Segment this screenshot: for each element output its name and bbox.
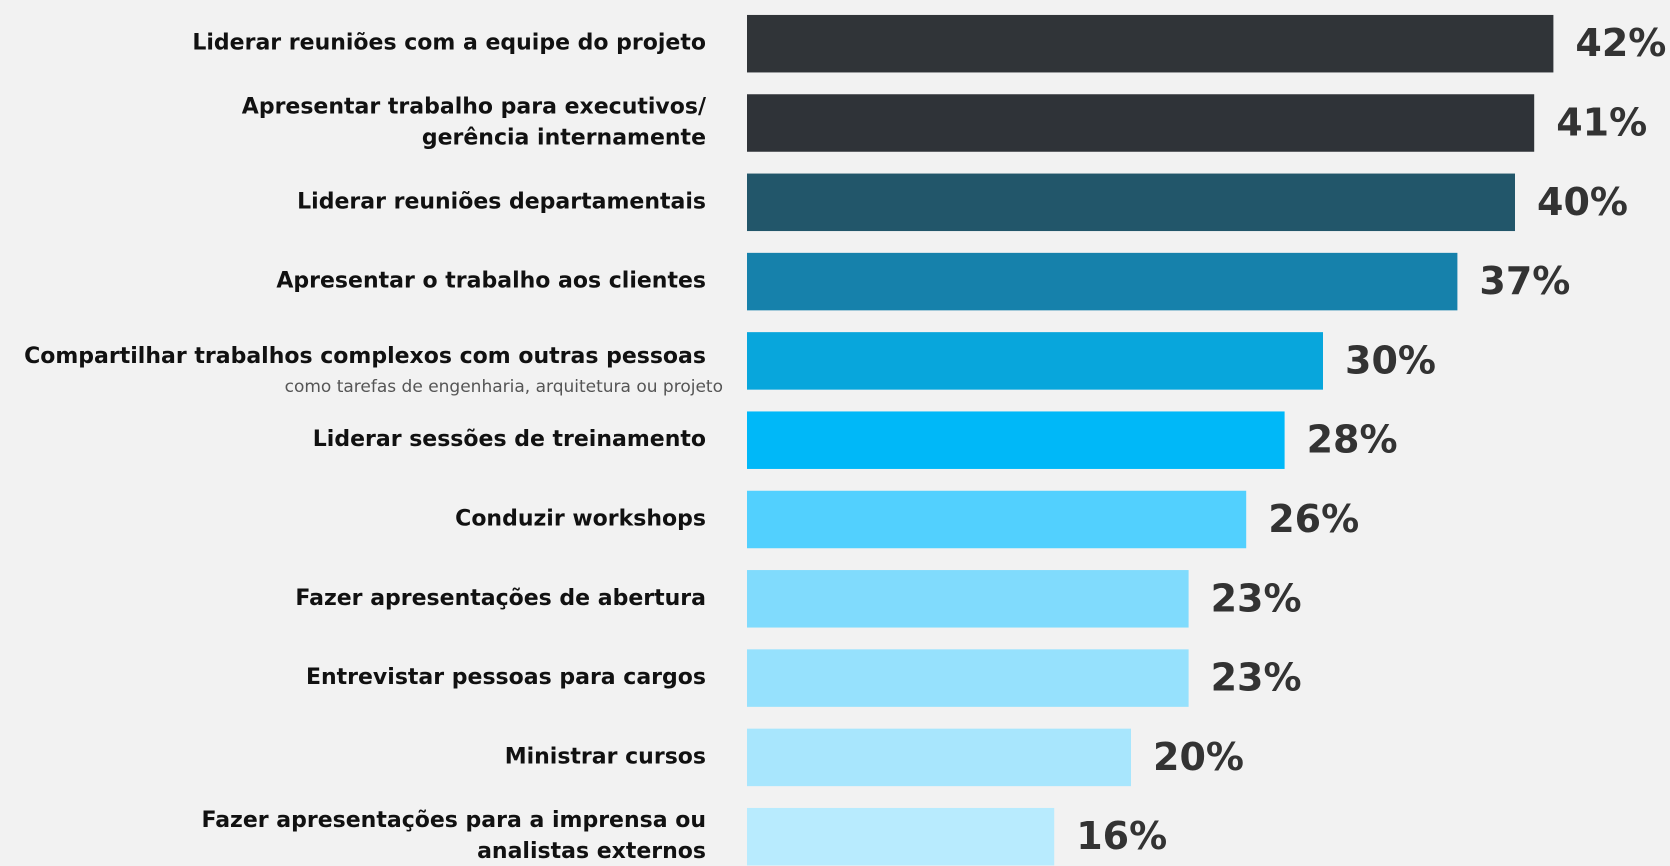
bar bbox=[747, 570, 1189, 628]
bar bbox=[747, 490, 1247, 549]
category-label: gerência internamente bbox=[422, 126, 706, 151]
bar bbox=[747, 14, 1554, 73]
category-label: Conduzir workshops bbox=[455, 507, 706, 532]
category-label: Ministrar cursos bbox=[505, 744, 706, 769]
category-label: Liderar reuniões com a equipe do projeto bbox=[192, 31, 706, 56]
value-label: 28% bbox=[1307, 418, 1398, 462]
category-note: como tarefas de engenharia, arquitetura … bbox=[285, 377, 723, 397]
category-label: Compartilhar trabalhos complexos com out… bbox=[24, 344, 706, 369]
value-label: 37% bbox=[1479, 259, 1570, 303]
value-label: 23% bbox=[1211, 656, 1302, 700]
value-label: 23% bbox=[1211, 576, 1302, 620]
bar bbox=[747, 728, 1131, 787]
category-label: Apresentar trabalho para executivos/ bbox=[242, 95, 707, 120]
bar bbox=[747, 252, 1458, 311]
value-label: 30% bbox=[1345, 338, 1436, 382]
value-label: 40% bbox=[1537, 180, 1628, 224]
bar bbox=[747, 332, 1323, 390]
category-label: Liderar reuniões departamentais bbox=[297, 189, 706, 214]
category-label: Entrevistar pessoas para cargos bbox=[306, 665, 706, 690]
bar bbox=[747, 94, 1535, 152]
category-label: Fazer apresentações para a imprensa ou bbox=[201, 808, 706, 833]
category-label: analistas externos bbox=[477, 839, 706, 864]
value-label: 42% bbox=[1575, 21, 1666, 65]
value-label: 41% bbox=[1556, 101, 1647, 145]
category-label: Apresentar o trabalho aos clientes bbox=[276, 269, 706, 294]
bar bbox=[747, 649, 1189, 707]
bar bbox=[747, 173, 1515, 232]
value-label: 26% bbox=[1268, 497, 1359, 541]
category-label: Fazer apresentações de abertura bbox=[295, 586, 706, 611]
bar bbox=[747, 807, 1055, 866]
value-label: 20% bbox=[1153, 735, 1244, 779]
value-label: 16% bbox=[1076, 814, 1167, 858]
bar bbox=[747, 411, 1285, 469]
category-label: Liderar sessões de treinamento bbox=[313, 427, 706, 452]
